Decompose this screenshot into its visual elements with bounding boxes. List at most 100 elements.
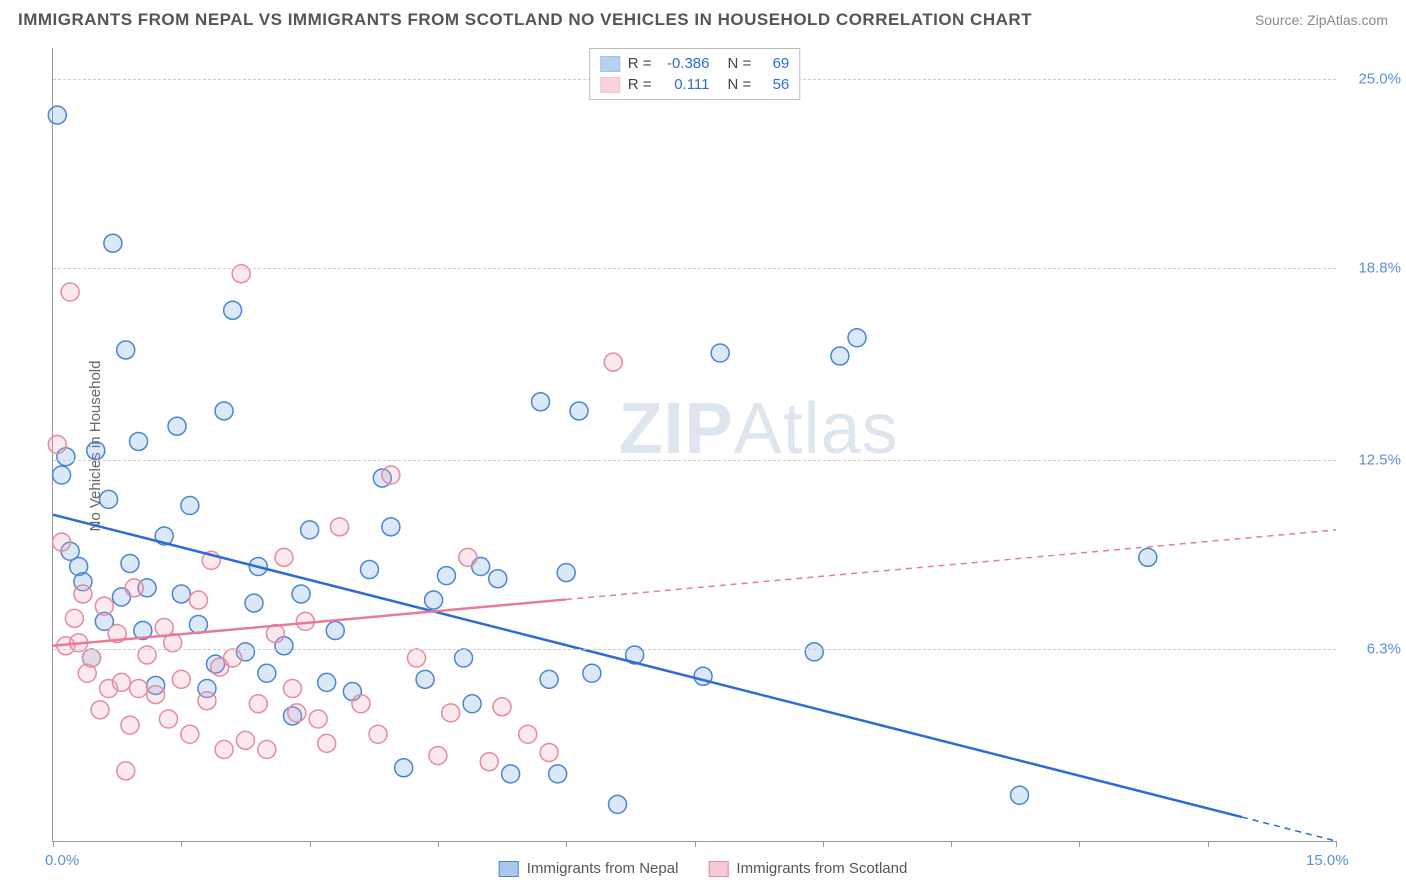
scatter-point: [425, 591, 443, 609]
scatter-point: [224, 301, 242, 319]
legend-r-label: R =: [628, 76, 652, 93]
scatter-point: [117, 341, 135, 359]
scatter-point: [121, 716, 139, 734]
x-tick: [951, 841, 952, 847]
scatter-point: [172, 670, 190, 688]
scatter-point: [369, 725, 387, 743]
x-tick: [310, 841, 311, 847]
legend-n-value: 56: [759, 76, 789, 93]
x-tick-label: 0.0%: [45, 852, 79, 869]
scatter-point: [382, 466, 400, 484]
scatter-point: [117, 762, 135, 780]
scatter-point: [463, 695, 481, 713]
scatter-point: [519, 725, 537, 743]
legend-n-label: N =: [728, 55, 752, 72]
scatter-point: [48, 106, 66, 124]
scatter-point: [442, 704, 460, 722]
scatter-point: [215, 402, 233, 420]
scatter-point: [258, 741, 276, 759]
trendline-dashed: [1242, 817, 1336, 841]
scatter-point: [455, 649, 473, 667]
y-tick-label: 25.0%: [1358, 70, 1401, 87]
scatter-point: [416, 670, 434, 688]
scatter-point: [331, 518, 349, 536]
y-tick-label: 6.3%: [1367, 640, 1401, 657]
scatter-point: [292, 585, 310, 603]
scatter-point: [147, 686, 165, 704]
scatter-point: [258, 664, 276, 682]
legend-stat-row: R = 0.111 N = 56: [600, 74, 790, 95]
scatter-point: [87, 442, 105, 460]
scatter-point: [848, 329, 866, 347]
legend-n-value: 69: [759, 55, 789, 72]
correlation-legend: R = -0.386 N = 69 R = 0.111 N = 56: [589, 48, 801, 100]
scatter-point: [275, 548, 293, 566]
scatter-plot-svg: [53, 48, 1336, 841]
scatter-point: [104, 234, 122, 252]
scatter-point: [181, 725, 199, 743]
x-tick: [181, 841, 182, 847]
legend-stat-row: R = -0.386 N = 69: [600, 53, 790, 74]
scatter-point: [532, 393, 550, 411]
scatter-point: [236, 731, 254, 749]
scatter-point: [831, 347, 849, 365]
scatter-point: [549, 765, 567, 783]
scatter-point: [429, 747, 447, 765]
legend-r-value: 0.111: [660, 76, 710, 93]
scatter-point: [245, 594, 263, 612]
legend-series-item: Immigrants from Nepal: [499, 860, 679, 877]
scatter-point: [326, 622, 344, 640]
legend-r-label: R =: [628, 55, 652, 72]
scatter-point: [360, 561, 378, 579]
scatter-point: [301, 521, 319, 539]
scatter-point: [189, 591, 207, 609]
scatter-point: [130, 432, 148, 450]
gridline: [53, 460, 1336, 461]
x-tick: [438, 841, 439, 847]
chart-plot-area: R =-0.386N =69R =0.111N =56 ZIPAtlas 6.3…: [52, 48, 1336, 842]
trendline-solid: [53, 599, 566, 645]
scatter-point: [437, 567, 455, 585]
scatter-point: [557, 564, 575, 582]
scatter-point: [382, 518, 400, 536]
scatter-point: [711, 344, 729, 362]
series-legend: Immigrants from NepalImmigrants from Sco…: [499, 860, 908, 877]
scatter-point: [408, 649, 426, 667]
legend-swatch: [499, 861, 519, 877]
scatter-point: [95, 597, 113, 615]
legend-series-label: Immigrants from Nepal: [527, 860, 679, 877]
x-tick: [695, 841, 696, 847]
legend-swatch: [600, 56, 620, 72]
chart-title: IMMIGRANTS FROM NEPAL VS IMMIGRANTS FROM…: [18, 10, 1032, 30]
gridline: [53, 268, 1336, 269]
x-tick: [1208, 841, 1209, 847]
scatter-point: [100, 490, 118, 508]
scatter-point: [48, 436, 66, 454]
x-tick: [1336, 841, 1337, 847]
scatter-point: [112, 673, 130, 691]
scatter-point: [604, 353, 622, 371]
scatter-point: [53, 533, 71, 551]
legend-r-value: -0.386: [660, 55, 710, 72]
scatter-point: [181, 497, 199, 515]
scatter-point: [318, 673, 336, 691]
scatter-point: [318, 734, 336, 752]
scatter-point: [130, 680, 148, 698]
legend-n-label: N =: [728, 76, 752, 93]
scatter-point: [540, 670, 558, 688]
scatter-point: [1011, 786, 1029, 804]
scatter-point: [189, 615, 207, 633]
legend-swatch: [708, 861, 728, 877]
scatter-point: [53, 466, 71, 484]
scatter-point: [1139, 548, 1157, 566]
x-tick: [53, 841, 54, 847]
scatter-point: [570, 402, 588, 420]
scatter-point: [121, 554, 139, 572]
scatter-point: [74, 585, 92, 603]
scatter-point: [65, 609, 83, 627]
scatter-point: [249, 695, 267, 713]
scatter-point: [540, 744, 558, 762]
scatter-point: [583, 664, 601, 682]
scatter-point: [283, 680, 301, 698]
scatter-point: [352, 695, 370, 713]
